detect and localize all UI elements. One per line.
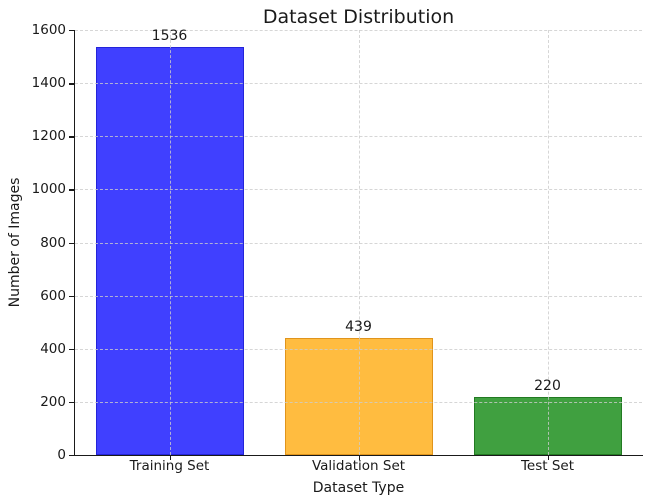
y-axis-spine bbox=[74, 30, 76, 456]
y-tick-mark bbox=[69, 189, 74, 191]
y-tick-mark bbox=[69, 401, 74, 404]
y-tick-mark bbox=[69, 242, 74, 244]
y-tick-label: 1200 bbox=[31, 128, 66, 145]
y-tick-mark bbox=[69, 30, 74, 32]
gridline-vertical bbox=[358, 30, 360, 455]
gridline-vertical bbox=[547, 30, 549, 455]
plot-area: 1536 439 220 bbox=[75, 28, 642, 455]
y-tick-label: 800 bbox=[40, 234, 66, 251]
y-tick-label: 1400 bbox=[31, 75, 66, 92]
x-tick-mark bbox=[358, 455, 360, 460]
y-tick-mark bbox=[69, 348, 74, 351]
gridline-vertical bbox=[169, 30, 171, 455]
x-axis-label: Dataset Type bbox=[312, 480, 405, 496]
y-tick-label: 200 bbox=[40, 393, 66, 410]
y-tick-label: 1600 bbox=[31, 22, 66, 38]
y-tick-mark bbox=[69, 295, 74, 298]
x-tick-label: Validation Set bbox=[311, 458, 406, 474]
y-tick-label: 1000 bbox=[31, 181, 66, 198]
y-tick-mark bbox=[69, 455, 74, 457]
x-tick-mark bbox=[169, 455, 171, 460]
x-tick-label: Training Set bbox=[129, 458, 210, 474]
x-tick-mark bbox=[547, 455, 549, 460]
chart-title: Dataset Distribution bbox=[262, 6, 455, 28]
y-tick-label: 400 bbox=[40, 340, 66, 357]
y-tick-mark bbox=[69, 83, 74, 85]
y-tick-mark bbox=[69, 136, 74, 138]
x-tick-label: Test Set bbox=[520, 458, 575, 474]
bar-value-label: 439 bbox=[345, 319, 372, 336]
y-tick-label: 600 bbox=[40, 287, 66, 304]
bar-value-label: 1536 bbox=[151, 28, 188, 44]
y-tick-label: 0 bbox=[57, 447, 66, 463]
x-axis-spine bbox=[74, 455, 643, 457]
bar-value-label: 220 bbox=[534, 377, 561, 394]
